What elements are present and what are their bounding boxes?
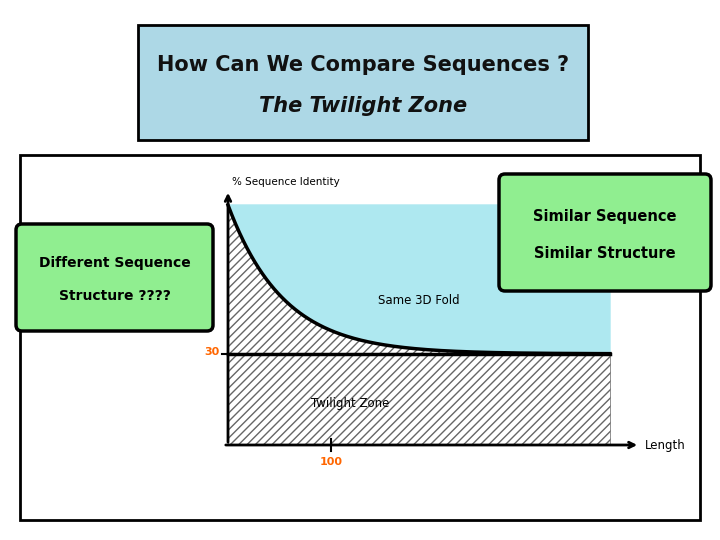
Text: Twilight Zone: Twilight Zone	[311, 397, 390, 410]
Text: Similar Structure: Similar Structure	[534, 246, 676, 261]
Text: Length: Length	[645, 438, 685, 451]
Text: 100: 100	[320, 457, 343, 467]
Text: % Sequence Identity: % Sequence Identity	[232, 177, 340, 187]
Text: How Can We Compare Sequences ?: How Can We Compare Sequences ?	[157, 55, 569, 75]
Text: Different Sequence: Different Sequence	[39, 256, 190, 270]
Polygon shape	[228, 354, 610, 445]
Text: 30: 30	[204, 347, 220, 357]
FancyBboxPatch shape	[16, 224, 213, 331]
Text: Similar Sequence: Similar Sequence	[534, 209, 677, 224]
Text: Structure ????: Structure ????	[58, 289, 171, 303]
Polygon shape	[228, 205, 610, 354]
FancyBboxPatch shape	[20, 155, 700, 520]
Text: The Twilight Zone: The Twilight Zone	[259, 96, 467, 116]
FancyBboxPatch shape	[499, 174, 711, 291]
Polygon shape	[228, 205, 610, 354]
FancyBboxPatch shape	[138, 25, 588, 140]
Text: Same 3D Fold: Same 3D Fold	[378, 294, 460, 307]
